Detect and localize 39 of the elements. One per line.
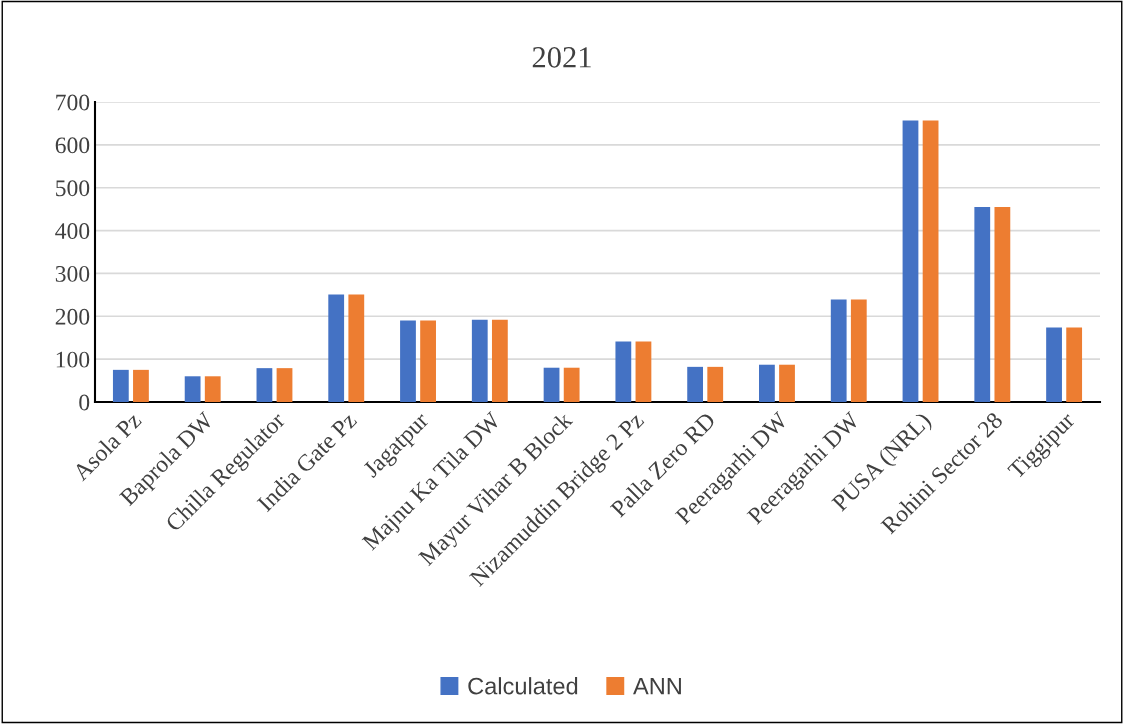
bar [922,120,939,402]
bar [112,369,129,402]
bar [204,376,221,402]
bar [471,319,488,402]
bar [348,294,365,402]
y-tick-label: 500 [56,180,90,197]
bar [759,364,775,402]
y-tick-label: 400 [55,223,90,239]
bar [184,376,201,402]
y-tick-label: 700 [56,94,90,111]
bar [1066,327,1083,402]
bar [328,294,345,402]
bar [635,341,652,402]
bar [707,366,724,402]
bar [491,319,508,402]
bar [276,368,293,402]
bar [687,366,704,402]
bar [974,207,991,402]
bar [902,120,919,402]
y-tick-label: 300 [55,265,90,282]
legend-label: ANN [633,677,681,695]
y-tick-label: 200 [55,308,90,325]
bar [779,364,795,402]
bar [256,368,273,402]
bar [420,320,436,402]
bar [400,320,416,402]
bar [133,369,149,402]
bar [994,207,1011,402]
bar [615,341,632,402]
legend-label: Calculated [468,677,578,695]
y-tick-label: 600 [55,137,90,154]
bar [830,299,847,402]
bar [850,299,867,402]
y-tick-label: 0 [79,394,90,411]
bar [543,367,560,402]
chart-title: 2021 [532,47,591,68]
y-tick-label: 100 [56,351,90,368]
bar [563,367,580,402]
bar [1046,327,1062,402]
